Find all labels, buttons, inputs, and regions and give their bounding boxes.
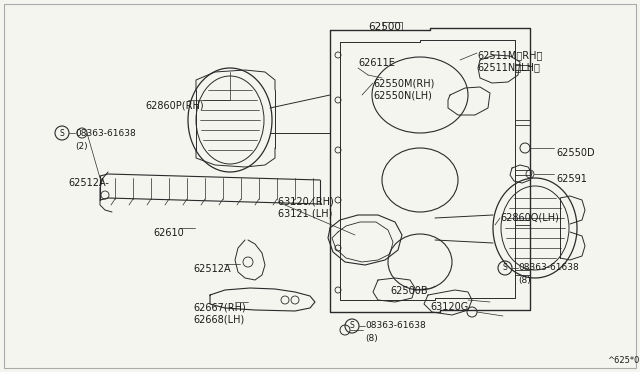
Text: 62500: 62500 <box>369 22 401 32</box>
Text: 62610: 62610 <box>153 228 184 238</box>
Text: 62667(RH): 62667(RH) <box>193 302 246 312</box>
Text: 62500B: 62500B <box>390 286 428 296</box>
Text: 08363-61638: 08363-61638 <box>518 263 579 273</box>
Text: 62611E: 62611E <box>358 58 395 68</box>
Text: 62550M(RH): 62550M(RH) <box>373 78 435 88</box>
Text: 62511M〈RH〉: 62511M〈RH〉 <box>477 50 542 60</box>
Text: 63120G: 63120G <box>430 302 468 312</box>
Text: 63120 (RH): 63120 (RH) <box>278 196 333 206</box>
Text: 62550D: 62550D <box>556 148 595 158</box>
Text: 62511N〈LH〉: 62511N〈LH〉 <box>477 62 540 72</box>
Text: S: S <box>349 321 355 330</box>
Text: 62550N(LH): 62550N(LH) <box>373 90 432 100</box>
Text: 62512A-: 62512A- <box>68 178 109 188</box>
Text: (8): (8) <box>365 334 378 343</box>
Text: (8): (8) <box>518 276 531 285</box>
Text: 62860P(RH): 62860P(RH) <box>145 100 204 110</box>
Text: 08363-61638: 08363-61638 <box>75 128 136 138</box>
Text: S: S <box>60 128 65 138</box>
Text: 62668(LH): 62668(LH) <box>193 314 244 324</box>
Text: 63121 (LH): 63121 (LH) <box>278 208 332 218</box>
Text: 08363-61638: 08363-61638 <box>365 321 426 330</box>
Text: 62860Q(LH): 62860Q(LH) <box>500 212 559 222</box>
Text: ^625*0.06: ^625*0.06 <box>607 356 640 365</box>
Text: S: S <box>502 263 508 273</box>
Text: 62512A: 62512A <box>193 264 230 274</box>
Text: 62591: 62591 <box>556 174 587 184</box>
Text: (2): (2) <box>75 141 88 151</box>
